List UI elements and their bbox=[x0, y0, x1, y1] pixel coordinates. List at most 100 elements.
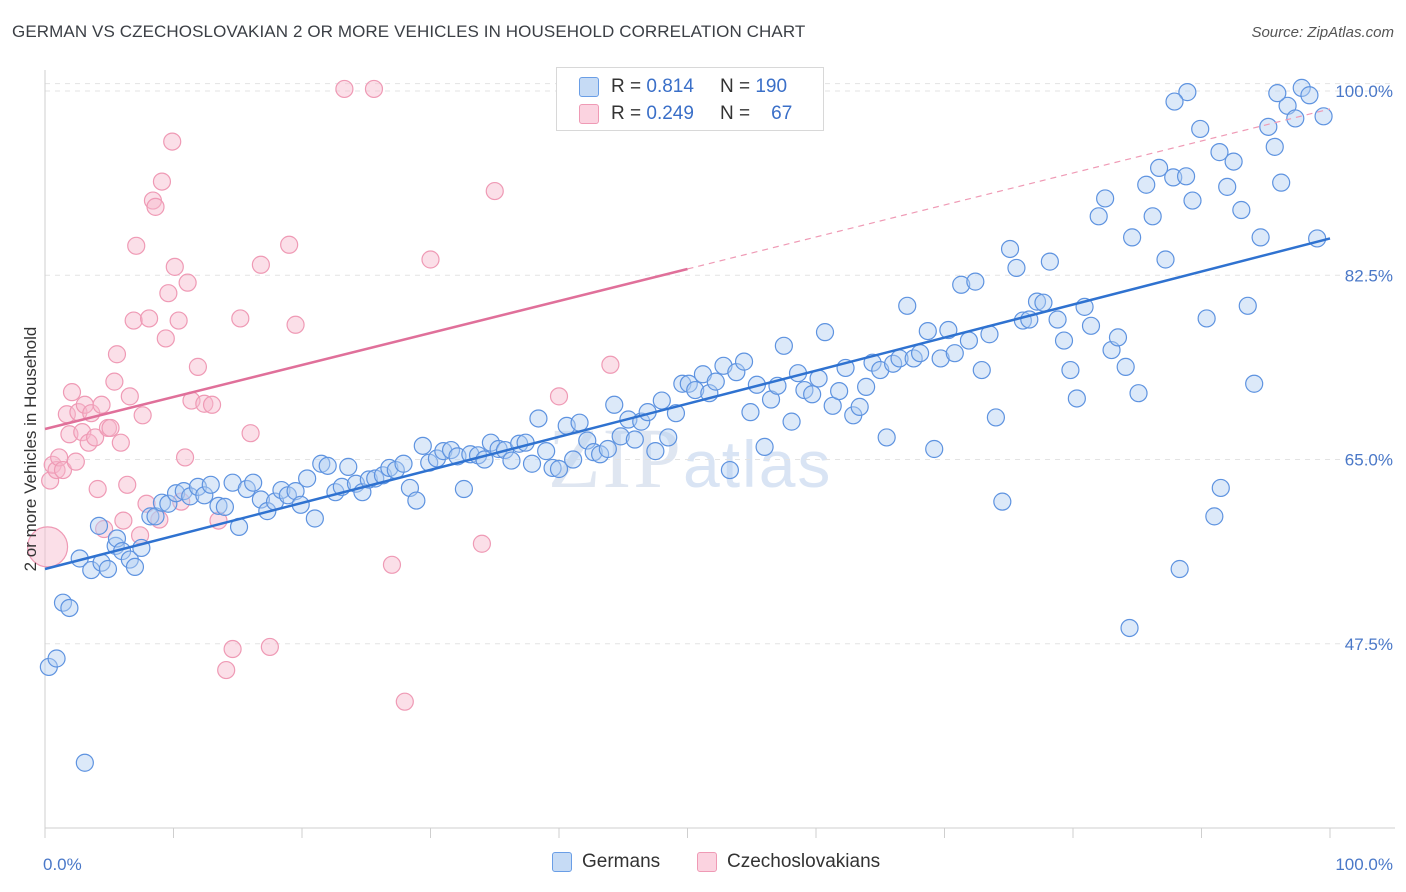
german-point bbox=[570, 413, 589, 432]
german-point bbox=[857, 377, 876, 396]
czech-point bbox=[485, 181, 504, 201]
german-point bbox=[986, 408, 1006, 427]
czech-point bbox=[231, 309, 250, 328]
german-point bbox=[549, 459, 569, 479]
czech-point bbox=[152, 172, 172, 191]
german-point bbox=[181, 487, 200, 506]
czech-point bbox=[120, 387, 139, 406]
german-point bbox=[1314, 107, 1333, 126]
german-point bbox=[598, 439, 617, 459]
german-point bbox=[1149, 158, 1169, 178]
german-point bbox=[1007, 258, 1026, 278]
watermark-zip: ZIP bbox=[548, 410, 683, 506]
german-point bbox=[407, 491, 426, 510]
german-point bbox=[305, 509, 324, 528]
series-legend: Germans Czechoslovakians bbox=[0, 851, 1406, 879]
legend-germans[interactable]: Germans bbox=[552, 851, 660, 873]
czech-point bbox=[107, 345, 127, 364]
german-point bbox=[803, 385, 822, 404]
german-point bbox=[125, 557, 145, 577]
german-point bbox=[1211, 478, 1230, 498]
german-point bbox=[201, 475, 220, 494]
german-point bbox=[830, 381, 849, 401]
german-point bbox=[1120, 618, 1139, 638]
czech-point bbox=[175, 448, 195, 467]
german-point bbox=[1034, 293, 1053, 312]
german-point bbox=[215, 497, 234, 517]
czech-point bbox=[88, 479, 107, 499]
german-point bbox=[1143, 207, 1162, 226]
czech-point bbox=[156, 329, 175, 348]
czech-point bbox=[217, 660, 236, 680]
german-point bbox=[502, 451, 521, 470]
czech-point bbox=[92, 395, 111, 414]
german-point bbox=[815, 323, 835, 342]
czech-point bbox=[178, 273, 197, 292]
german-point bbox=[782, 412, 801, 431]
czech-r-label: R = bbox=[611, 103, 642, 124]
czech-point bbox=[241, 424, 260, 443]
german-point bbox=[1123, 228, 1142, 247]
german-point bbox=[1205, 507, 1224, 526]
czech-point bbox=[101, 418, 120, 438]
german-point bbox=[706, 372, 725, 391]
czech-point bbox=[26, 526, 69, 568]
german-point bbox=[60, 598, 79, 618]
czech-point bbox=[165, 257, 184, 276]
czech-point bbox=[41, 471, 60, 490]
german-point bbox=[537, 442, 556, 461]
czech-point bbox=[127, 236, 146, 255]
watermark: ZIPatlas bbox=[548, 408, 832, 508]
german-point bbox=[1156, 250, 1175, 269]
german-point bbox=[966, 272, 985, 291]
german-point bbox=[659, 428, 678, 447]
german-point bbox=[1000, 239, 1020, 259]
german-point bbox=[454, 479, 474, 499]
german-point bbox=[972, 360, 991, 380]
czech-point bbox=[601, 355, 620, 374]
czech-point bbox=[421, 250, 440, 269]
czech-trend-extension bbox=[687, 108, 1331, 270]
czech-point bbox=[188, 357, 208, 376]
german-point bbox=[646, 442, 665, 461]
german-n-value: 190 bbox=[755, 76, 788, 97]
czech-point bbox=[395, 692, 414, 711]
czech-point bbox=[146, 197, 165, 216]
german-point bbox=[1197, 309, 1216, 328]
czech-point bbox=[286, 315, 305, 334]
german-trend-line bbox=[44, 237, 1331, 571]
german-point bbox=[1286, 109, 1305, 128]
german-point bbox=[47, 649, 66, 668]
german-point bbox=[720, 460, 740, 480]
czech-point bbox=[53, 460, 73, 480]
y-tick-label: 65.0% bbox=[1345, 451, 1393, 470]
german-point bbox=[1259, 117, 1278, 136]
german-point bbox=[1176, 167, 1196, 186]
czech-point bbox=[86, 428, 105, 447]
czech-points bbox=[26, 79, 620, 711]
german-point bbox=[244, 473, 263, 492]
german-point bbox=[152, 493, 172, 512]
german-point bbox=[1224, 152, 1243, 171]
trend-lines bbox=[44, 108, 1331, 571]
czech-point bbox=[251, 255, 270, 274]
czech-point bbox=[260, 637, 279, 657]
germans-swatch bbox=[552, 852, 572, 872]
german-point bbox=[1232, 200, 1251, 220]
german-point bbox=[741, 403, 760, 422]
german-point bbox=[339, 457, 358, 476]
german-point bbox=[251, 490, 270, 509]
german-point bbox=[394, 454, 413, 473]
german-point bbox=[1245, 374, 1264, 393]
german-point bbox=[1170, 559, 1189, 579]
y-axis-title: 2 or more Vehicles in Household bbox=[21, 327, 40, 572]
german-point bbox=[993, 492, 1012, 511]
german-point bbox=[89, 516, 109, 535]
czech-point bbox=[114, 511, 133, 530]
czech-n-label: N = bbox=[719, 103, 751, 124]
czech-point bbox=[382, 555, 402, 574]
german-point bbox=[1061, 360, 1080, 380]
legend-czechoslovakians[interactable]: Czechoslovakians bbox=[697, 851, 880, 873]
german-point bbox=[850, 397, 869, 416]
german-point bbox=[578, 431, 597, 450]
